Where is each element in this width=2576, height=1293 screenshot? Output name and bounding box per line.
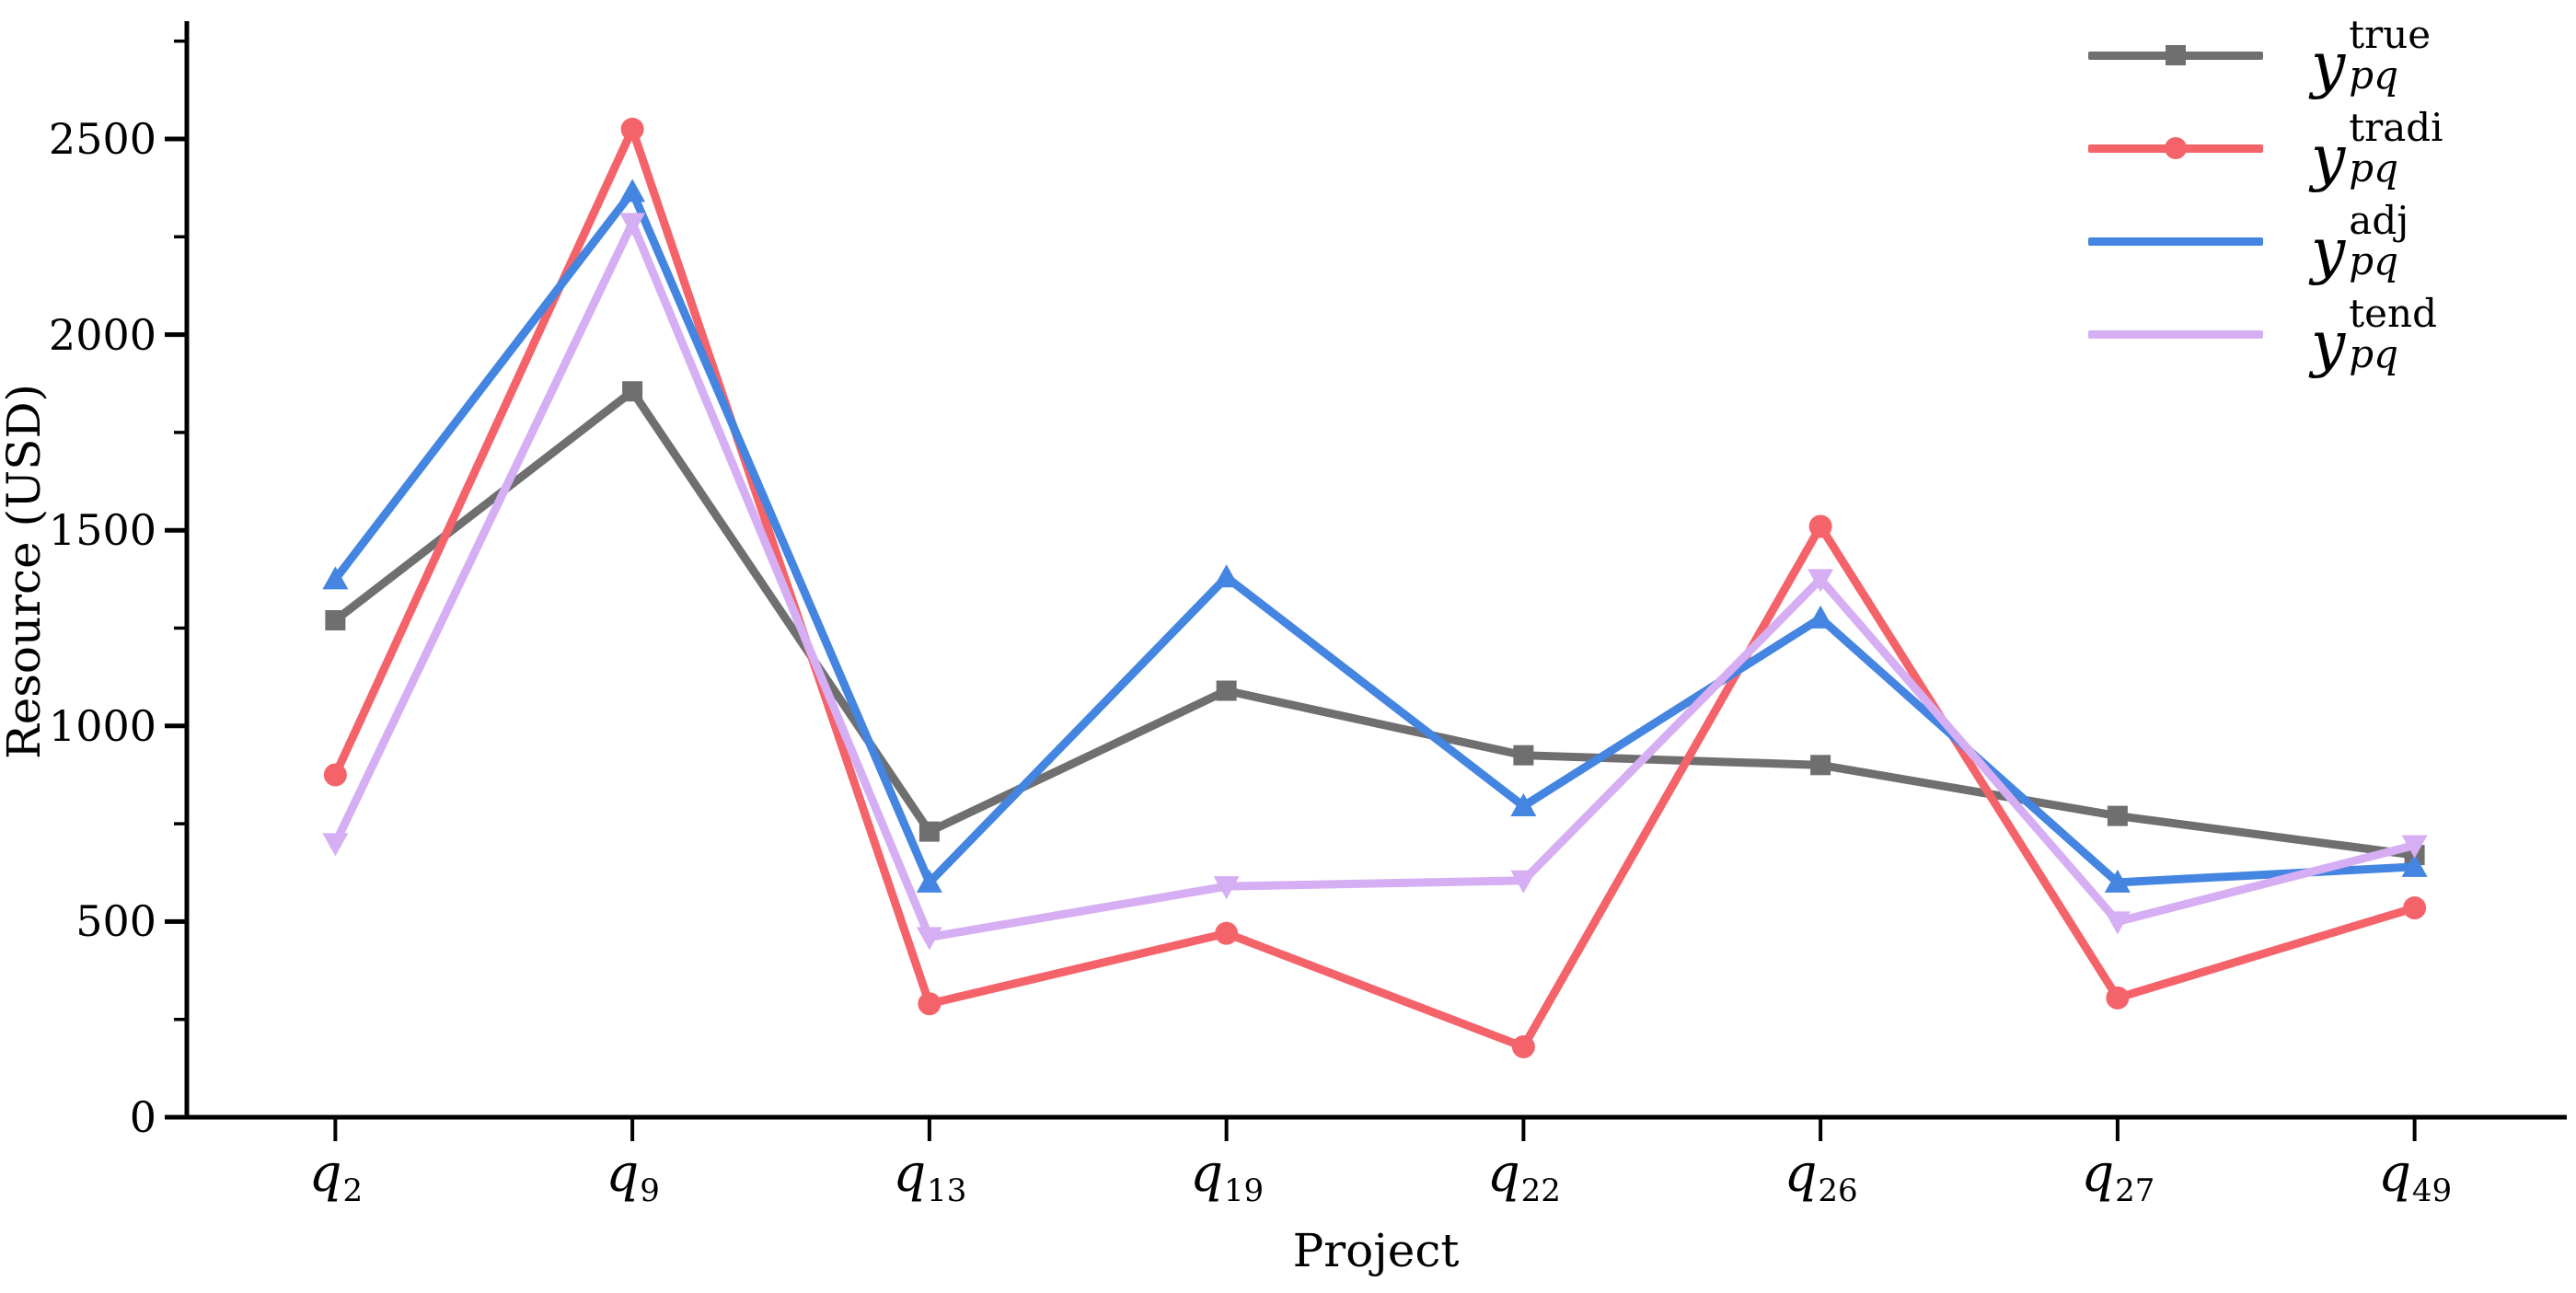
marker-tradi-q22 — [1511, 1034, 1535, 1058]
series-line-tradi — [331, 118, 2416, 1053]
x-tick-label-q9: q9 — [606, 1144, 660, 1209]
marker-tend-q27 — [2104, 911, 2131, 935]
series-line-tend — [331, 213, 2416, 942]
marker-tend-q9 — [619, 213, 646, 237]
marker-tradi-q13 — [918, 992, 941, 1016]
legend-entry-adj: y adj pq — [2088, 201, 2409, 286]
legend-line-true — [2088, 45, 2263, 65]
legend-label-scripts: adj pq — [2349, 201, 2409, 282]
marker-tradi-q49 — [2403, 896, 2427, 920]
x-tick-subscript: 26 — [1818, 1172, 1858, 1209]
x-tick-label-q19: q19 — [1190, 1144, 1264, 1209]
marker-adj-q26 — [1808, 605, 1834, 629]
x-tick-label-q49: q49 — [2378, 1144, 2452, 1209]
marker-tradi-q26 — [1808, 514, 1832, 538]
x-tick-subscript: 22 — [1520, 1172, 1561, 1209]
marker-tradi-q19 — [1215, 921, 1239, 945]
legend-label-subscript: pq — [2349, 331, 2399, 376]
legend-label-subscript: pq — [2349, 238, 2399, 283]
x-tick-subscript: 13 — [927, 1172, 967, 1209]
x-tick-subscript: 27 — [2115, 1172, 2155, 1209]
x-tick-base: q — [2081, 1144, 2115, 1204]
x-tick-base: q — [2378, 1144, 2411, 1204]
legend-label-base: y — [2311, 214, 2346, 286]
x-tick-label-q22: q22 — [1486, 1144, 1561, 1209]
y-tick-label-2500: 2500 — [48, 114, 156, 164]
legend-label-superscript: adj — [2349, 198, 2409, 243]
x-tick-label-q27: q27 — [2081, 1144, 2154, 1209]
x-tick-label-q13: q13 — [893, 1144, 966, 1209]
marker-tradi-q9 — [620, 117, 644, 141]
x-tick-label-q26: q26 — [1784, 1144, 1858, 1209]
series-line-true — [332, 385, 2416, 860]
x-tick-base: q — [1486, 1144, 1520, 1204]
x-axis-title: Project — [1292, 1224, 1460, 1277]
legend-line-tend — [2088, 329, 2263, 339]
legend-label-superscript: tradi — [2349, 105, 2443, 150]
marker-true-q27 — [2107, 805, 2128, 826]
marker-tend-q13 — [916, 927, 942, 951]
x-tick-base: q — [1190, 1144, 1223, 1204]
x-tick-subscript: 19 — [1223, 1172, 1265, 1209]
marker-true-q2 — [325, 609, 346, 630]
legend-label-subscript: pq — [2349, 52, 2399, 98]
series-line-adj — [331, 183, 2415, 890]
legend-line-tradi — [2088, 137, 2263, 159]
legend-label-scripts: true pq — [2349, 15, 2431, 96]
marker-adj-q9 — [619, 179, 646, 202]
legend-label-scripts: tend pq — [2349, 294, 2437, 375]
y-axis-title: Resource (USD) — [0, 383, 51, 760]
marker-tradi-q27 — [2106, 986, 2130, 1010]
legend-label-adj: y adj pq — [2311, 201, 2409, 286]
marker-adj-q22 — [1510, 792, 1537, 816]
legend-entry-tend: y tend pq — [2088, 294, 2437, 379]
y-tick-label-0: 0 — [129, 1092, 156, 1142]
marker-true-q13 — [918, 821, 940, 842]
legend-label-tradi: y tradi pq — [2311, 108, 2443, 193]
x-tick-base: q — [308, 1144, 342, 1204]
legend-label-subscript: pq — [2349, 145, 2399, 190]
y-tick-label-500: 500 — [75, 896, 156, 947]
marker-true-q22 — [1513, 745, 1534, 766]
x-tick-subscript: 49 — [2411, 1172, 2453, 1209]
x-tick-label-q2: q2 — [308, 1144, 364, 1209]
legend-label-base: y — [2311, 307, 2346, 379]
marker-tend-q26 — [1808, 569, 1834, 593]
legend-label-base: y — [2311, 121, 2346, 193]
legend-label-tend: y tend pq — [2311, 294, 2437, 379]
legend-label-superscript: tend — [2349, 291, 2437, 336]
marker-adj-q27 — [2104, 869, 2131, 893]
x-tick-base: q — [606, 1144, 640, 1204]
legend-label-true: y true pq — [2311, 15, 2431, 100]
marker-adj-q49 — [2401, 853, 2428, 877]
legend-label-base: y — [2311, 29, 2346, 100]
legend-entry-tradi: y tradi pq — [2088, 108, 2443, 193]
legend-label-superscript: true — [2349, 12, 2432, 57]
legend-entry-true: y true pq — [2088, 15, 2431, 100]
legend-label-scripts: tradi pq — [2349, 108, 2443, 189]
x-tick-base: q — [1784, 1144, 1818, 1204]
marker-true-q26 — [1810, 755, 1831, 776]
marker-tend-q49 — [2401, 835, 2428, 859]
x-tick-base: q — [893, 1144, 927, 1204]
marker-tradi-q2 — [323, 763, 347, 787]
y-tick-label-1000: 1000 — [48, 700, 156, 751]
marker-adj-q13 — [916, 869, 942, 893]
legend-circle-icon — [2165, 137, 2187, 159]
marker-tend-q2 — [322, 833, 349, 857]
marker-adj-q19 — [1213, 564, 1240, 588]
y-tick-label-1500: 1500 — [48, 505, 156, 556]
marker-tend-q19 — [1213, 876, 1240, 900]
legend-square-icon — [2166, 45, 2186, 65]
marker-true-q19 — [1216, 680, 1237, 701]
marker-tend-q22 — [1510, 870, 1537, 894]
x-tick-subscript: 2 — [342, 1172, 364, 1209]
marker-true-q9 — [622, 381, 643, 402]
legend-line-adj — [2088, 237, 2263, 246]
y-tick-label-2000: 2000 — [48, 309, 156, 360]
marker-adj-q2 — [322, 566, 349, 590]
x-tick-subscript: 9 — [640, 1172, 660, 1209]
